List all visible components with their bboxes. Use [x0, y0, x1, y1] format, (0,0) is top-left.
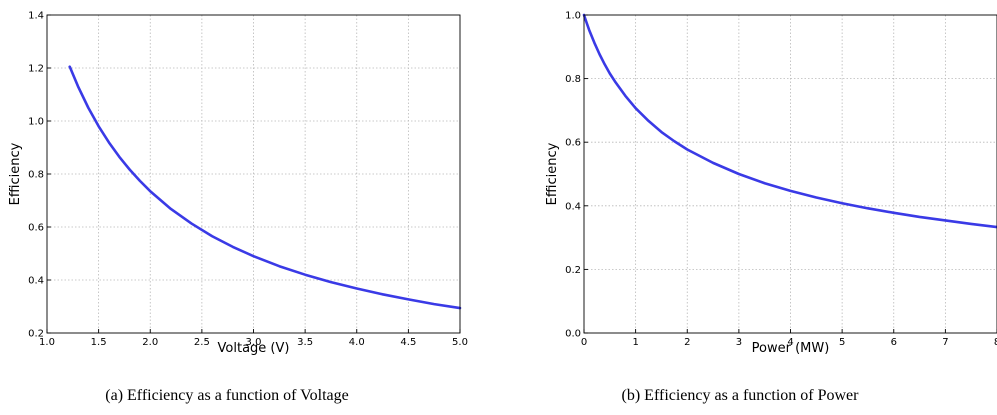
chart-voltage-y-tick-label: 0.4: [28, 276, 44, 287]
chart-voltage-y-axis-label: Efficiency: [8, 142, 23, 205]
chart-voltage-x-tick-label: 2.5: [194, 337, 210, 348]
chart-voltage-y-tick-label: 0.2: [28, 329, 44, 340]
chart-voltage-x-tick-label: 2.0: [142, 337, 158, 348]
chart-voltage-x-tick-label: 1.5: [91, 337, 107, 348]
chart-power-y-tick-label: 0.4: [565, 201, 581, 212]
chart-voltage-panel: 1.0 1.5 2.0 2.5 3.0 3.5 4.0 4.5 5.0 0.2 0.4 0.6 0.8 1…: [8, 11, 468, 405]
chart-voltage-x-axis-label: Voltage (V): [218, 341, 290, 356]
chart-voltage-y-tick-label: 1.2: [28, 64, 44, 75]
chart-power-panel: 0 1 2 3 4 5 6 7 8 0.0 0.2 0.4 0.6 0.8 1.0 Power (MW) E…: [545, 11, 997, 404]
chart-power-x-axis-label: Power (MW): [752, 341, 830, 356]
chart-voltage-x-tick-label: 3.5: [297, 337, 313, 348]
chart-power-x-tick-label: 7: [942, 337, 948, 348]
chart-power-y-tick-label: 0.6: [565, 138, 581, 149]
chart-voltage-x-tick-label: 5.0: [452, 337, 468, 348]
chart-power-x-tick-label: 3: [736, 337, 742, 348]
chart-voltage-curve-layer: [68, 65, 462, 310]
chart-power-x-tick-label: 8: [994, 337, 997, 348]
chart-power-caption: (b) Efficiency as a function of Power: [622, 387, 860, 404]
chart-voltage-grid: [47, 15, 460, 333]
chart-voltage-x-tick-label: 1.0: [39, 337, 55, 348]
chart-voltage-y-tick-label: 0.8: [28, 170, 44, 181]
chart-power-x-tick-label: 0: [581, 337, 587, 348]
chart-voltage-y-tick-label: 1.0: [28, 117, 44, 128]
chart-power-series-line: [582, 13, 997, 229]
chart-power-y-tick-label: 0.8: [565, 74, 581, 85]
chart-voltage-ticks: 1.0 1.5 2.0 2.5 3.0 3.5 4.0 4.5 5.0 0.2 0.4 0.6 0.8 1…: [28, 11, 468, 349]
chart-power-ticks: 0 1 2 3 4 5 6 7 8 0.0 0.2 0.4 0.6 0.8 1.0: [565, 11, 997, 348]
chart-power-y-tick-label: 0.2: [565, 265, 581, 276]
chart-power-grid: [584, 15, 997, 333]
chart-power-x-tick-label: 2: [684, 337, 690, 348]
chart-power-x-tick-label: 6: [891, 337, 897, 348]
chart-voltage-x-tick-label: 4.5: [400, 337, 416, 348]
chart-power-curve-layer: [582, 13, 997, 229]
chart-voltage-y-tick-label: 0.6: [28, 223, 44, 234]
chart-voltage-y-tick-label: 1.4: [28, 11, 44, 22]
chart-voltage-x-tick-label: 4.0: [349, 337, 365, 348]
chart-voltage-series-line: [68, 65, 462, 310]
chart-power-x-tick-label: 1: [632, 337, 638, 348]
chart-voltage-x-tick-label: 3.0: [246, 337, 262, 348]
chart-power-x-tick-label: 4: [787, 337, 793, 348]
chart-voltage-frame: [46, 14, 461, 334]
chart-power-x-tick-label: 5: [839, 337, 845, 348]
chart-power-y-axis-label: Efficiency: [545, 142, 560, 205]
chart-power-y-tick-label: 0.0: [565, 329, 581, 340]
chart-voltage-caption: (a) Efficiency as a function of Voltage: [105, 387, 348, 404]
chart-power-frame: [583, 14, 997, 334]
chart-power-y-tick-label: 1.0: [565, 11, 581, 22]
